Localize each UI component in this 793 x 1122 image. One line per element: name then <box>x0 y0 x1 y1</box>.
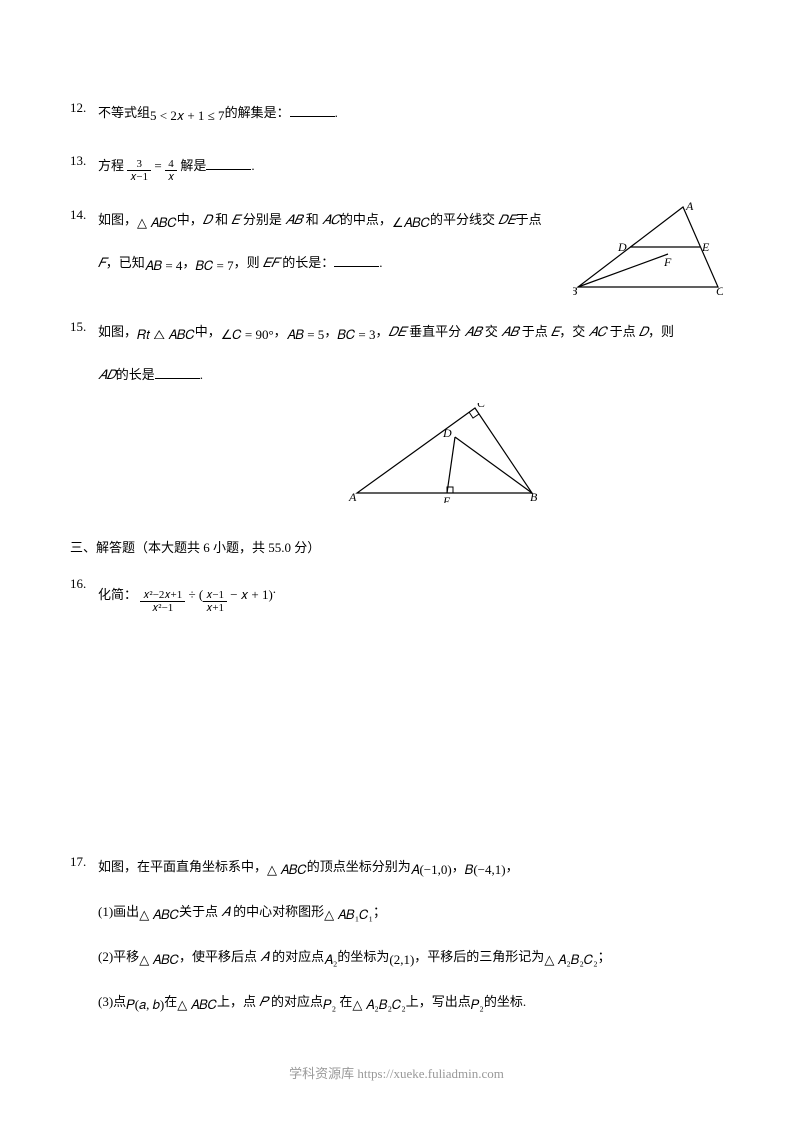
text: 的解集是： <box>225 105 290 120</box>
svg-text:B: B <box>530 490 538 503</box>
fraction: 𝑥−1𝑥+1 <box>203 589 227 614</box>
svg-text:C: C <box>716 284 723 297</box>
right-triangle-diagram: A B C D E <box>347 403 547 503</box>
blank <box>334 255 379 267</box>
svg-text:E: E <box>442 494 451 503</box>
question-13: 13. 方程 3𝑥−1 = 4𝑥 解是. <box>70 153 723 183</box>
q16-content: 化简： 𝑥²−2𝑥+1𝑥²−1 ÷ (𝑥−1𝑥+1 − 𝑥 + 1). <box>98 576 723 614</box>
q16-number: 16. <box>70 576 98 592</box>
q13-content: 方程 3𝑥−1 = 4𝑥 解是. <box>98 153 723 183</box>
svg-text:A: A <box>348 490 357 503</box>
text: 不等式组 <box>98 105 150 120</box>
q17-part3: (3)点𝑃(𝑎, 𝑏)在△ 𝐴𝐵𝐶上，点 𝑃 的对应点𝑃₂ 在△ 𝐴₂𝐵₂𝐶₂上… <box>98 989 723 1018</box>
q12-number: 12. <box>70 100 98 116</box>
q15-content: 如图，𝑅𝑡 △ 𝐴𝐵𝐶中，∠𝐶 = 90°，𝐴𝐵 = 5，𝐵𝐶 = 3，𝐷𝐸 垂… <box>98 319 723 388</box>
figure-15: A B C D E <box>170 403 723 507</box>
q17-number: 17. <box>70 854 98 870</box>
q12-content: 不等式组5 < 2𝑥 + 1 ≤ 7的解集是：. <box>98 100 723 129</box>
svg-text:A: A <box>685 202 694 213</box>
triangle-diagram: A B C D E F <box>573 202 723 297</box>
text: 解是 <box>180 158 206 173</box>
formula: 5 < 2𝑥 + 1 ≤ 7 <box>150 108 225 123</box>
question-12: 12. 不等式组5 < 2𝑥 + 1 ≤ 7的解集是：. <box>70 100 723 129</box>
fraction: 𝑥²−2𝑥+1𝑥²−1 <box>140 589 185 614</box>
svg-text:D: D <box>442 426 452 440</box>
question-16: 16. 化简： 𝑥²−2𝑥+1𝑥²−1 ÷ (𝑥−1𝑥+1 − 𝑥 + 1). <box>70 576 723 614</box>
fraction: 4𝑥 <box>165 158 177 183</box>
svg-text:C: C <box>477 403 486 410</box>
svg-text:D: D <box>617 240 627 254</box>
q17-content: 如图，在平面直角坐标系中，△ 𝐴𝐵𝐶的顶点坐标分别为𝐴(−1,0)，𝐵(−4,1… <box>98 854 723 883</box>
question-14: 14. 如图，△ 𝐴𝐵𝐶中，𝐷 和 𝐸 分别是 𝐴𝐵 和 𝐴𝐶的中点，∠𝐴𝐵𝐶的… <box>70 207 723 279</box>
blank <box>290 105 335 117</box>
svg-text:E: E <box>701 240 710 254</box>
period: . <box>335 105 338 120</box>
fraction: 3𝑥−1 <box>127 158 151 183</box>
svg-text:B: B <box>573 284 578 297</box>
svg-text:F: F <box>663 255 672 269</box>
q17-part1: (1)画出△ 𝐴𝐵𝐶关于点 𝐴 的中心对称图形△ 𝐴𝐵₁𝐶₁； <box>98 899 723 928</box>
q13-number: 13. <box>70 153 98 169</box>
section-3-header: 三、解答题（本大题共 6 小题，共 55.0 分） <box>70 537 723 556</box>
figure-14: A B C D E F <box>573 202 723 301</box>
question-15: 15. 如图，𝑅𝑡 △ 𝐴𝐵𝐶中，∠𝐶 = 90°，𝐴𝐵 = 5，𝐵𝐶 = 3，… <box>70 319 723 507</box>
period: . <box>251 158 254 173</box>
q15-number: 15. <box>70 319 98 335</box>
q17-part2: (2)平移△ 𝐴𝐵𝐶，使平移后点 𝐴 的对应点𝐴₂的坐标为(2,1)，平移后的三… <box>98 944 723 973</box>
text: 方程 <box>98 158 124 173</box>
q14-number: 14. <box>70 207 98 223</box>
blank <box>206 158 251 170</box>
page-footer: 学科资源库 https://xueke.fuliadmin.com <box>0 1063 793 1082</box>
eq: = <box>151 158 165 173</box>
question-17: 17. 如图，在平面直角坐标系中，△ 𝐴𝐵𝐶的顶点坐标分别为𝐴(−1,0)，𝐵(… <box>70 854 723 1018</box>
blank <box>155 367 200 379</box>
